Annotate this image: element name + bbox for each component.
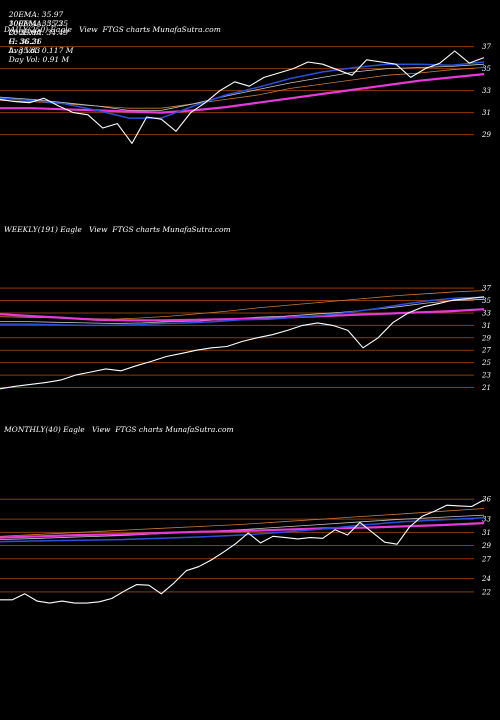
price-series-line bbox=[0, 50, 485, 144]
y-tick-label: 29 bbox=[481, 334, 491, 342]
y-tick-label: 31 bbox=[482, 322, 491, 330]
weekly-panel-title: WEEKLY(191) Eagle View FTGS charts Munaf… bbox=[4, 225, 231, 234]
low-value: L: 35.83 bbox=[8, 46, 41, 55]
y-tick-label: 29 bbox=[481, 131, 491, 139]
high-value: H: 36.36 bbox=[8, 37, 42, 46]
y-tick-label: 33 bbox=[482, 87, 491, 95]
ema-mid-series-line bbox=[0, 63, 485, 111]
ema-200-series-line bbox=[0, 522, 485, 539]
y-tick-label: 31 bbox=[482, 529, 491, 537]
ema-header-row-1: 20EMA: 35.97 100EMA: 35.35 O: 35.90 H: 3… bbox=[4, 1, 77, 55]
price-series-line bbox=[0, 296, 485, 390]
ema-fast-series-line bbox=[0, 517, 485, 543]
ema-slow-series-line bbox=[0, 508, 485, 537]
ema-200-series-line bbox=[0, 73, 485, 114]
y-tick-label: 25 bbox=[481, 359, 491, 367]
ema-200-series-line bbox=[0, 308, 485, 322]
day-volume-value: Day Vol: 0.91 M bbox=[8, 55, 70, 64]
open-value: O: 35.90 bbox=[8, 28, 42, 37]
y-tick-label: 22 bbox=[481, 588, 491, 596]
y-tick-label: 36 bbox=[482, 496, 491, 504]
y-tick-label: 27 bbox=[481, 555, 491, 563]
ema20-value: 20EMA: 35.97 bbox=[8, 10, 64, 19]
y-tick-label: 31 bbox=[482, 109, 491, 117]
monthly-panel-title: MONTHLY(40) Eagle View FTGS charts Munaf… bbox=[4, 425, 234, 434]
y-tick-label: 27 bbox=[481, 347, 491, 355]
ema-mid-series-line bbox=[0, 514, 485, 540]
ema100-value: 100EMA: 35.35 bbox=[8, 19, 69, 28]
y-tick-label: 33 bbox=[482, 309, 491, 317]
price-series-line bbox=[0, 499, 485, 604]
ema30-value: 30EMA: 35.72 bbox=[8, 19, 64, 28]
ema-fast-series-line bbox=[0, 61, 485, 119]
y-tick-label: 35 bbox=[482, 297, 491, 305]
y-tick-label: 23 bbox=[481, 372, 491, 380]
y-tick-label: 35 bbox=[482, 65, 491, 73]
y-tick-label: 33 bbox=[482, 516, 491, 524]
y-tick-label: 37 bbox=[482, 285, 491, 293]
close-value: C: 36.21 bbox=[8, 37, 41, 46]
ema-fast-series-line bbox=[0, 296, 485, 327]
ema200-value: 200EMA: 34.49 bbox=[8, 28, 69, 37]
y-tick-label: 24 bbox=[481, 575, 491, 583]
y-tick-label: 29 bbox=[481, 542, 491, 550]
y-tick-label: 21 bbox=[481, 384, 491, 392]
daily-panel-title: DAILY(250) Eagle View FTGS charts Munafa… bbox=[4, 25, 221, 34]
ema-header-row-2: 30EMA: 35.72 200EMA: 34.49 C: 36.21 L: 3… bbox=[4, 10, 77, 64]
avg-volume-value: Avg Vol: 0.117 M bbox=[8, 46, 74, 55]
ema-slow-series-line bbox=[0, 67, 485, 109]
y-tick-label: 37 bbox=[482, 43, 491, 51]
